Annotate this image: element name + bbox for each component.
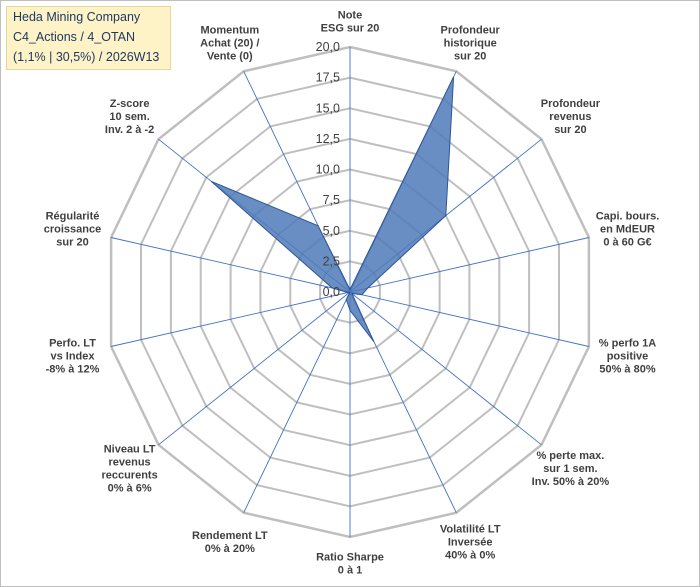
- axis-label: Perfo. LT vs Index -8% à 12%: [46, 337, 100, 375]
- axis-label-line: revenus: [549, 111, 591, 123]
- axis-label-line: ESG sur 20: [321, 23, 380, 35]
- axis-label-line: -8% à 12%: [46, 363, 100, 375]
- axis-label-line: sur 20: [56, 237, 88, 249]
- axis-label-line: 0% à 6%: [108, 482, 152, 494]
- axis-label: Capi. bours. en MdEUR 0 à 60 G€: [596, 211, 660, 249]
- tick-label: 5,0: [323, 224, 340, 238]
- tick-label: 7,5: [323, 193, 340, 207]
- axis-spoke: [110, 291, 351, 347]
- axis-label-line: Inversée: [448, 537, 493, 549]
- axis-label-line: sur 20: [454, 50, 486, 62]
- axis-label: Note ESG sur 20: [321, 10, 380, 35]
- tick-label: 0,0: [323, 285, 340, 299]
- series-area: [210, 76, 455, 343]
- axis-label-line: historique: [444, 37, 497, 49]
- axis-label: Régularité croissance sur 20: [44, 211, 101, 249]
- axis-label-line: % perfo 1A: [599, 337, 657, 349]
- axis-labels: Note ESG sur 20 Profondeur historique sur 20…: [44, 10, 660, 577]
- axis-label-line: Niveau LT: [104, 443, 156, 455]
- axis-label-line: 0% à 20%: [205, 543, 255, 555]
- axis-label-line: Profondeur: [541, 98, 601, 110]
- chart-title-box: Heda Mining Company C4_Actions / 4_OTAN …: [6, 6, 171, 70]
- axis-spoke: [243, 291, 351, 513]
- axis-label-line: vs Index: [50, 350, 95, 362]
- axis-label-line: reccurents: [101, 469, 157, 481]
- axis-label: Z-score 10 sem. Inv. 2 à -2: [105, 98, 154, 136]
- axis-spoke: [349, 237, 590, 293]
- axis-spoke: [349, 291, 542, 446]
- axis-label-line: Rendement LT: [192, 530, 268, 542]
- axis-label-line: Régularité: [46, 211, 100, 223]
- axis-label-line: Inv. 2 à -2: [105, 124, 154, 136]
- axis-label-line: en MdEUR: [600, 224, 655, 236]
- performance-summary: (1,1% | 30,5%) / 2026W13: [13, 50, 160, 64]
- axis-label-line: positive: [607, 350, 649, 362]
- axis-label-line: 0 à 60 G€: [603, 237, 651, 249]
- company-name: Heda Mining Company: [13, 10, 141, 24]
- axis-label-line: 10 sem.: [109, 111, 149, 123]
- axis-label: Niveau LT revenus reccurents 0% à 6%: [101, 443, 157, 494]
- axis-label: Profondeur revenus sur 20: [541, 98, 601, 136]
- axis-label-line: Capi. bours.: [596, 211, 660, 223]
- tick-label: 15,0: [316, 101, 340, 115]
- axis-label-line: croissance: [44, 224, 101, 236]
- axis-label-line: sur 1 sem.: [543, 463, 597, 475]
- axis-label-line: Vente (0): [207, 50, 253, 62]
- axis-label-line: Z-score: [110, 98, 150, 110]
- axis-label-line: sur 20: [554, 124, 586, 136]
- radial-tick-labels: 0,0 2,5 5,0 7,5 10,0 12,5 15,0 17,5 20,0: [316, 40, 340, 299]
- axis-label: Momentum Achat (20) / Vente (0): [200, 24, 259, 62]
- axis-label: Profondeur historique sur 20: [441, 24, 501, 62]
- axis-spoke: [349, 291, 590, 347]
- tick-label: 10,0: [316, 163, 340, 177]
- tick-label: 12,5: [316, 132, 340, 146]
- axis-label-line: 0 à 1: [338, 565, 362, 577]
- axis-label-line: Momentum: [200, 24, 259, 36]
- axis-spoke: [158, 291, 351, 446]
- axis-label: Ratio Sharpe 0 à 1: [316, 552, 384, 577]
- tick-label: 20,0: [316, 40, 340, 54]
- axis-label: Rendement LT 0% à 20%: [192, 530, 268, 555]
- axis-label: % perfo 1A positive 50% à 80%: [599, 337, 657, 375]
- axis-label-line: Perfo. LT: [49, 337, 96, 349]
- axis-label-line: Ratio Sharpe: [316, 552, 384, 564]
- tick-label: 2,5: [323, 254, 340, 268]
- axis-label-line: % perte max.: [536, 450, 604, 462]
- axis-label-line: Note: [338, 10, 362, 22]
- axis-label-line: Volatilité LT: [440, 524, 501, 536]
- axis-label-line: 40% à 0%: [445, 550, 495, 562]
- axis-label-line: Inv. 50% à 20%: [532, 476, 610, 488]
- axis-label: Volatilité LT Inversée 40% à 0%: [440, 524, 501, 562]
- axis-spoke: [110, 237, 351, 293]
- tick-label: 17,5: [316, 71, 340, 85]
- portfolio-path: C4_Actions / 4_OTAN: [13, 30, 136, 44]
- axis-label: % perte max. sur 1 sem. Inv. 50% à 20%: [532, 450, 610, 488]
- axis-label-line: 50% à 80%: [599, 363, 655, 375]
- axis-label-line: revenus: [108, 456, 150, 468]
- axis-label-line: Achat (20) /: [200, 37, 259, 49]
- axis-label-line: Profondeur: [441, 24, 501, 36]
